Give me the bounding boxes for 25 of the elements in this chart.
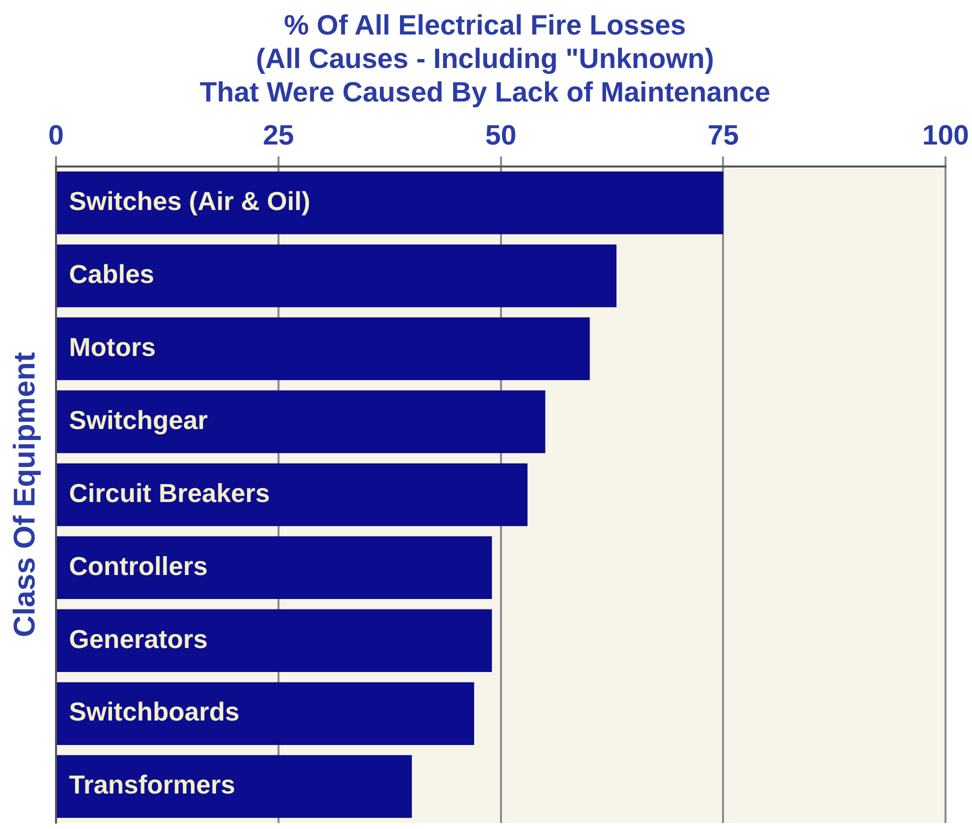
y-tick-label: Circuit Breakers [69, 478, 270, 508]
y-tick-label: Switchboards [69, 696, 240, 727]
bar [57, 244, 616, 308]
x-tick-label: 75 [708, 119, 739, 150]
y-axis-title: Class Of Equipment [8, 352, 42, 638]
y-tick-label: Switches (Air & Oil) [69, 186, 310, 216]
x-tick-label: 50 [485, 119, 516, 150]
bar [57, 390, 546, 454]
bar [57, 463, 528, 526]
x-tick-label: 25 [262, 119, 294, 150]
bar [57, 609, 492, 672]
x-tick-label: 0 [48, 119, 64, 150]
y-tick-label: Transformers [69, 770, 236, 800]
y-tick-label: Controllers [69, 550, 208, 581]
x-tick-label: 100 [922, 119, 969, 150]
bar [57, 172, 724, 234]
bar [57, 755, 412, 818]
bar [57, 682, 474, 745]
y-tick-label: Motors [69, 332, 156, 362]
y-tick-label: Generators [69, 624, 208, 654]
y-tick-label: Cables [69, 259, 154, 290]
chart-title: % Of All Electrical Fire Losses (All Causes - Including "Unknown) That Were Caused By Lack of Maintenance [200, 10, 770, 108]
y-tick-label: Switchgear [69, 404, 208, 435]
bar [57, 317, 590, 380]
bar [57, 536, 492, 600]
